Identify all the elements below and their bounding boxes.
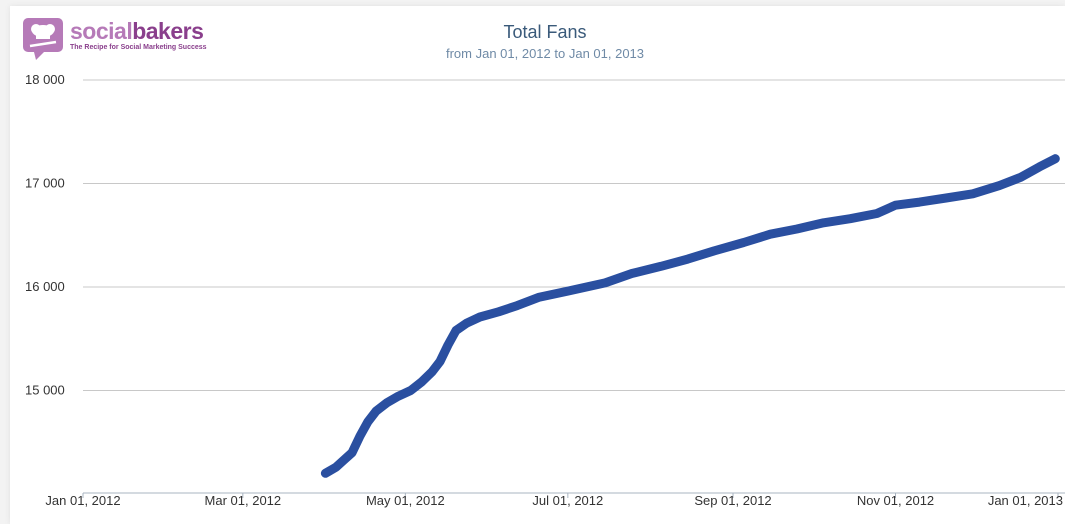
x-tick-label: May 01, 2012 [366, 493, 445, 508]
x-tick-label: Sep 01, 2012 [694, 493, 771, 508]
logo-wordmark-part1: social [70, 18, 133, 44]
x-tick-label: Jan 01, 2012 [45, 493, 120, 508]
logo-wordmark-part2: bakers [132, 18, 204, 44]
y-tick-label: 16 000 [25, 279, 65, 294]
chart-title: Total Fans [503, 22, 587, 42]
y-tick-label: 17 000 [25, 176, 65, 191]
logo-wordmark: socialbakers [70, 18, 204, 45]
chart-card [10, 6, 1065, 524]
x-tick-label: Jan 01, 2013 [988, 493, 1063, 508]
logo-tagline: The Recipe for Social Marketing Success [70, 44, 207, 51]
series-line [320, 154, 1060, 478]
chef-hat-icon [23, 18, 63, 60]
socialbakers-logo[interactable]: socialbakers The Recipe for Social Marke… [22, 16, 222, 62]
chart-subtitle: from Jan 01, 2012 to Jan 01, 2013 [445, 46, 645, 61]
x-tick-label: Jul 01, 2012 [532, 493, 603, 508]
y-tick-label: 15 000 [25, 383, 65, 398]
y-tick-label: 18 000 [25, 72, 65, 87]
x-tick-label: Nov 01, 2012 [857, 493, 934, 508]
x-tick-label: Mar 01, 2012 [205, 493, 282, 508]
